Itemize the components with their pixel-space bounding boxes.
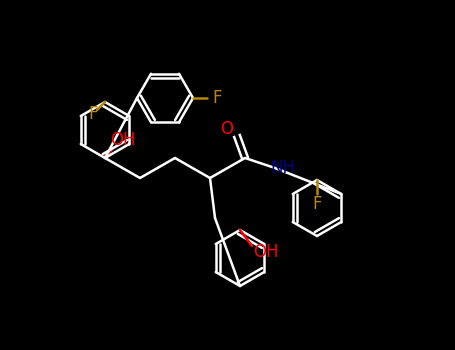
Text: OH: OH bbox=[253, 243, 279, 261]
Text: F: F bbox=[212, 89, 222, 107]
Text: NH: NH bbox=[271, 159, 295, 177]
Text: OH: OH bbox=[110, 131, 136, 149]
Text: O: O bbox=[221, 120, 233, 138]
Text: F: F bbox=[312, 195, 322, 213]
Text: F: F bbox=[88, 105, 98, 123]
Polygon shape bbox=[103, 146, 115, 160]
